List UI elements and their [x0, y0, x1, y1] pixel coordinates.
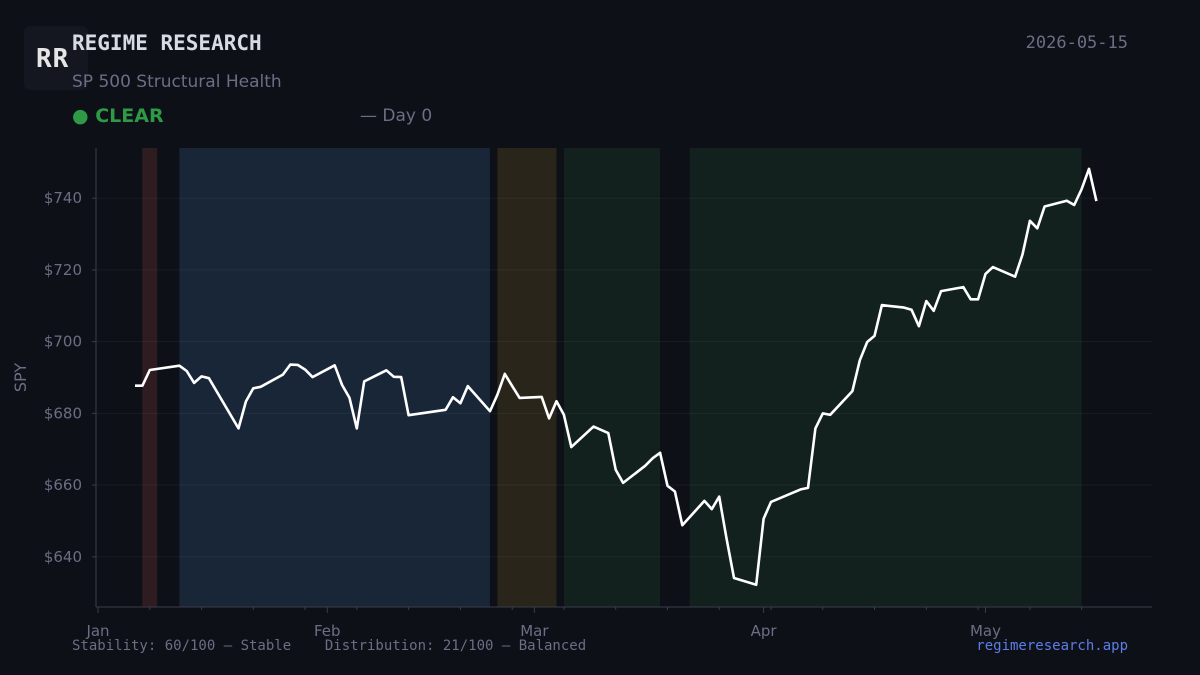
y-tick-label: $660 — [44, 476, 82, 494]
status-label: CLEAR — [95, 105, 164, 127]
y-tick-label: $640 — [44, 548, 82, 566]
x-tick-label: May — [970, 622, 1001, 640]
chart-subtitle: SP 500 Structural Health — [72, 72, 282, 92]
status-dot-icon: ● — [72, 105, 89, 127]
y-tick-label: $720 — [44, 261, 82, 279]
x-tick-label: Apr — [751, 622, 778, 640]
report-date: 2026-05-15 — [1025, 33, 1128, 53]
regime-band-green — [563, 148, 661, 607]
footer-stats: Stability: 60/100 — Stable Distribution:… — [72, 638, 587, 654]
x-tick-label: Jan — [85, 622, 109, 640]
x-tick-label: Mar — [520, 622, 549, 640]
status-badge: ● CLEAR — [72, 105, 164, 127]
regime-band-green — [689, 148, 1082, 607]
x-tick-label: Feb — [314, 622, 341, 640]
y-tick-label: $680 — [44, 404, 82, 422]
y-tick-label: $700 — [44, 333, 82, 351]
regime-day-count: — Day 0 — [360, 106, 433, 126]
logo — [24, 26, 88, 90]
y-tick-label: $740 — [44, 189, 82, 207]
brand-title: REGIME RESEARCH — [72, 31, 262, 55]
regime-band-red — [142, 148, 158, 607]
site-link[interactable]: regimeresearch.app — [976, 638, 1128, 654]
spy-price-line — [135, 167, 1098, 587]
y-axis-label: SPY — [11, 363, 30, 392]
logo-text: RR — [36, 44, 70, 74]
regime-band-blue — [179, 148, 490, 607]
